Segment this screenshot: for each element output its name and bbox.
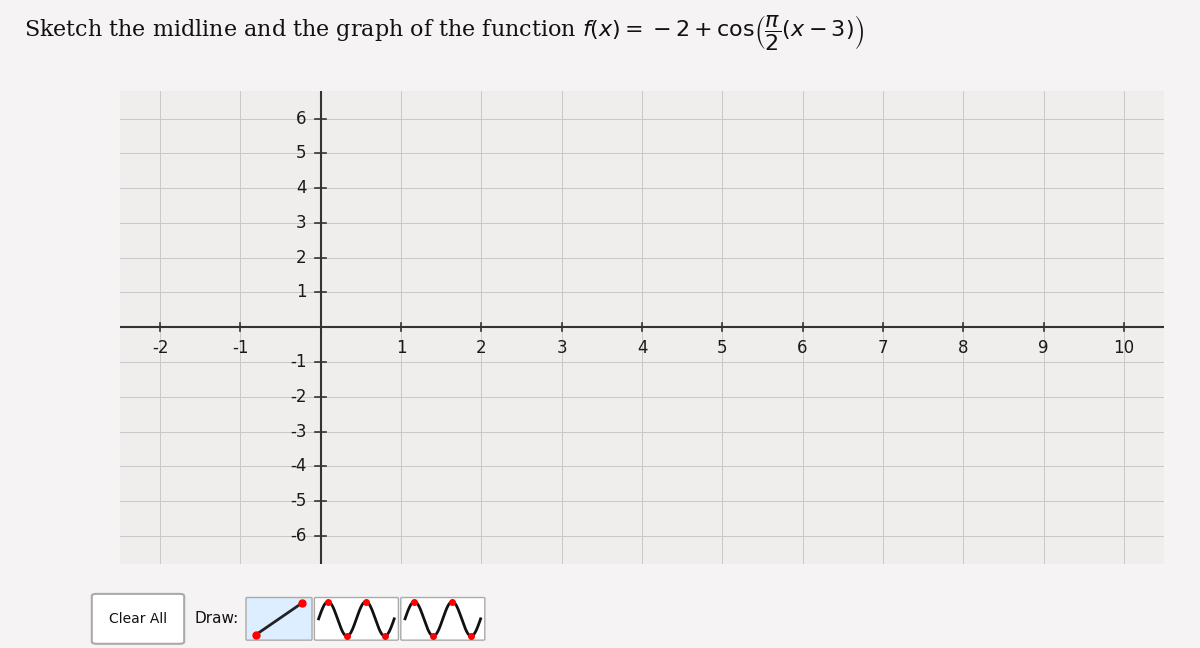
Text: 3: 3	[557, 340, 568, 358]
Text: 1: 1	[295, 283, 306, 301]
Text: 5: 5	[718, 340, 727, 358]
Text: 1: 1	[396, 340, 407, 358]
Text: Draw:: Draw:	[194, 611, 239, 627]
Text: 4: 4	[296, 179, 306, 197]
Text: -5: -5	[290, 492, 306, 510]
Text: 2: 2	[476, 340, 487, 358]
Text: 5: 5	[296, 145, 306, 163]
Text: -2: -2	[290, 388, 306, 406]
Text: 9: 9	[1038, 340, 1049, 358]
Text: 4: 4	[637, 340, 647, 358]
Text: 6: 6	[797, 340, 808, 358]
Text: -1: -1	[290, 353, 306, 371]
Text: 2: 2	[295, 249, 306, 267]
Text: 3: 3	[295, 214, 306, 232]
Text: Clear All: Clear All	[109, 612, 167, 626]
Text: -4: -4	[290, 457, 306, 476]
Text: -1: -1	[233, 340, 248, 358]
Text: 7: 7	[877, 340, 888, 358]
Text: -3: -3	[290, 422, 306, 441]
Text: -2: -2	[152, 340, 168, 358]
Text: 8: 8	[958, 340, 968, 358]
Text: Sketch the midline and the graph of the function $f(x) = -2 + \cos\!\left(\dfrac: Sketch the midline and the graph of the …	[24, 13, 865, 52]
Text: 10: 10	[1114, 340, 1134, 358]
Text: 6: 6	[296, 110, 306, 128]
FancyBboxPatch shape	[91, 594, 185, 644]
FancyBboxPatch shape	[401, 597, 485, 640]
FancyBboxPatch shape	[314, 597, 398, 640]
Text: -6: -6	[290, 527, 306, 545]
FancyBboxPatch shape	[246, 597, 312, 640]
